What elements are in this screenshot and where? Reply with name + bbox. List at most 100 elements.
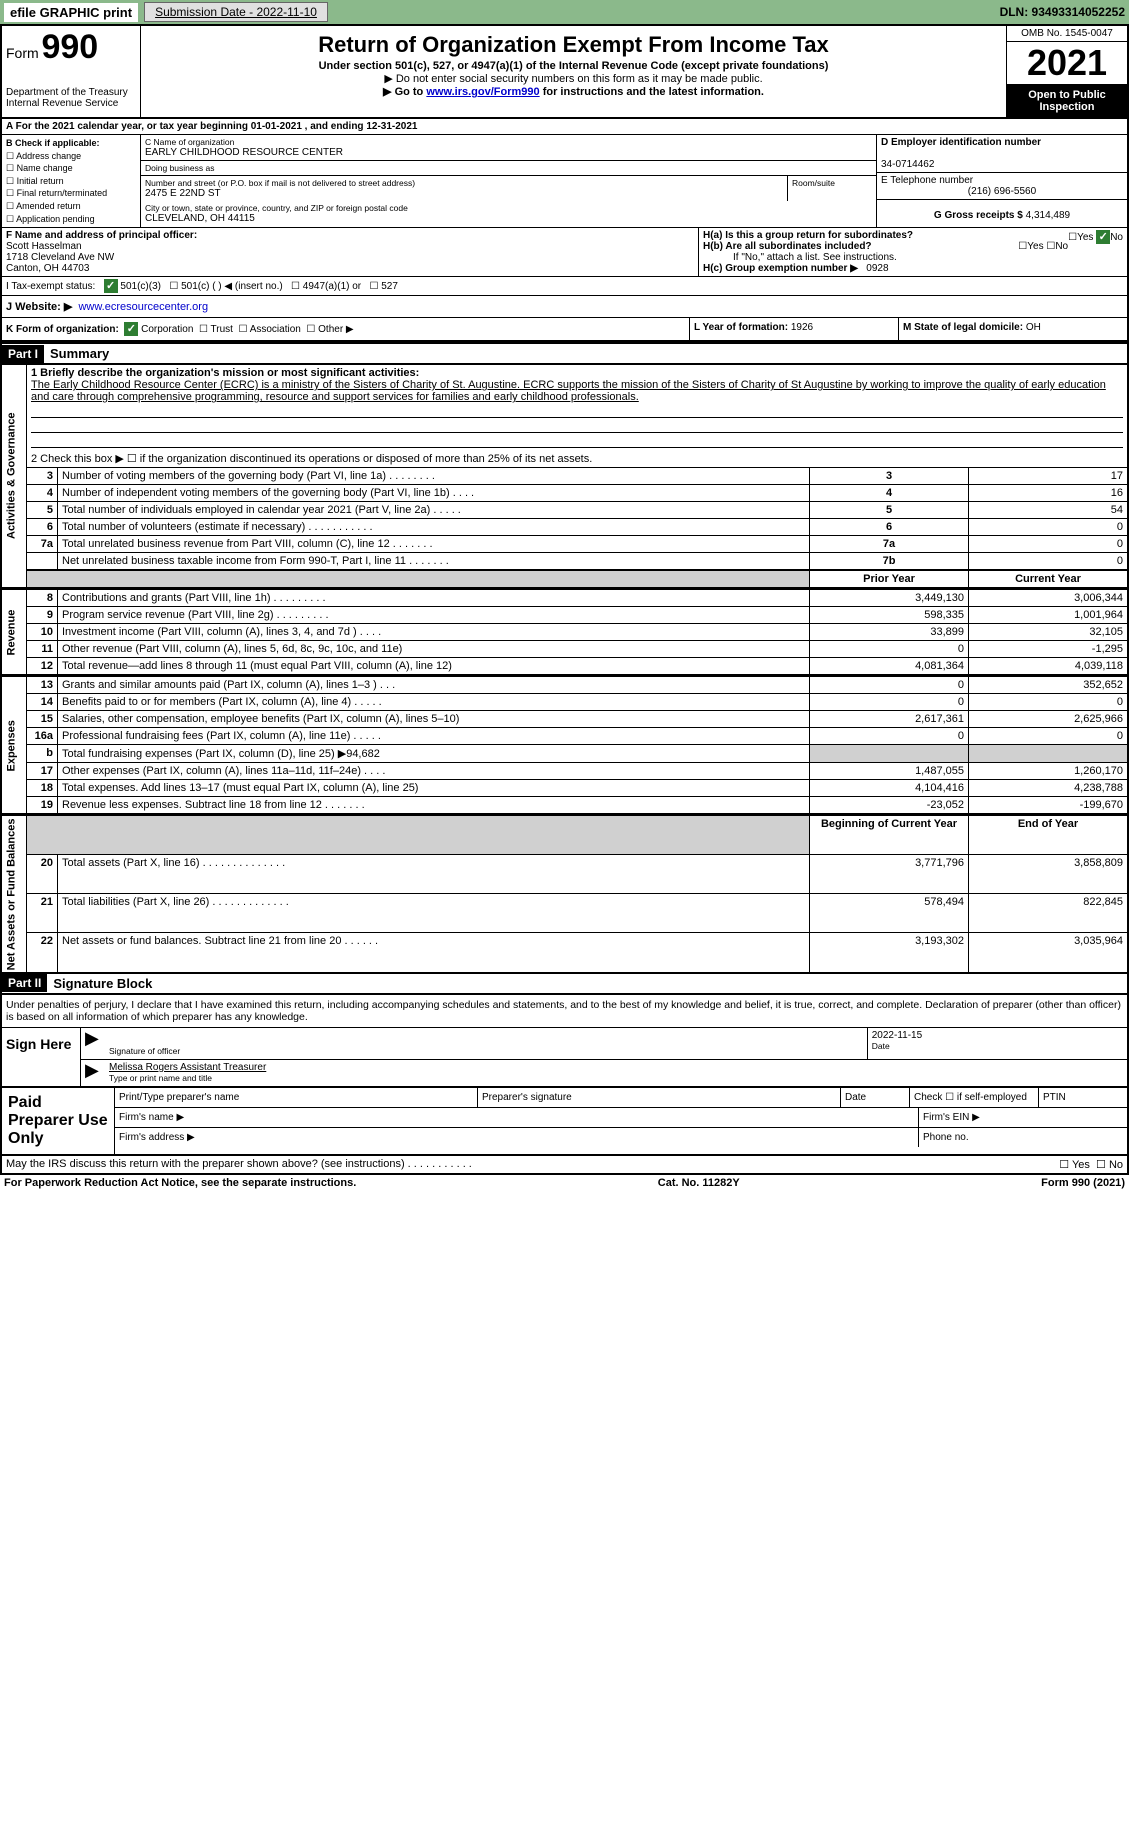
table-row: 19Revenue less expenses. Subtract line 1…	[1, 797, 1128, 815]
open-public-badge: Open to Public Inspection	[1007, 85, 1127, 117]
cb-amended-return[interactable]: ☐ Amended return	[6, 200, 136, 213]
expenses-table: Expenses 13Grants and similar amounts pa…	[0, 676, 1129, 815]
page-footer: For Paperwork Reduction Act Notice, see …	[0, 1175, 1129, 1191]
sidelabel-governance: Activities & Governance	[1, 364, 27, 588]
col-c-org-info: C Name of organization EARLY CHILDHOOD R…	[141, 135, 876, 227]
submission-date-button[interactable]: Submission Date - 2022-11-10	[144, 2, 328, 22]
cb-address-change[interactable]: ☐ Address change	[6, 150, 136, 163]
state-domicile: OH	[1026, 322, 1041, 333]
col-b-header: B Check if applicable:	[6, 138, 100, 148]
check-icon: ✓	[1096, 230, 1110, 244]
arrow-icon: ▶	[81, 1028, 105, 1059]
check-icon: ✓	[124, 322, 138, 336]
row-i-tax-status: I Tax-exempt status: ✓ 501(c)(3) ☐ 501(c…	[0, 276, 1129, 295]
gross-label: G Gross receipts $	[934, 210, 1023, 221]
table-row: 6Total number of volunteers (estimate if…	[1, 519, 1128, 536]
form-num-footer: Form 990 (2021)	[1041, 1177, 1125, 1189]
prep-name-label: Print/Type preparer's name	[115, 1088, 478, 1107]
goto-line: ▶ Go to www.irs.gov/Form990 for instruct…	[145, 85, 1002, 98]
row-f-h: F Name and address of principal officer:…	[0, 227, 1129, 276]
form-title: Return of Organization Exempt From Incom…	[145, 32, 1002, 58]
table-row: 11Other revenue (Part VIII, column (A), …	[1, 641, 1128, 658]
gross-value: 4,314,489	[1026, 210, 1071, 221]
q2-text: 2 Check this box ▶ ☐ if the organization…	[27, 450, 1129, 468]
cb-name-change[interactable]: ☐ Name change	[6, 162, 136, 175]
goto-suffix: for instructions and the latest informat…	[540, 86, 764, 98]
cat-no: Cat. No. 11282Y	[658, 1177, 740, 1189]
street-label: Number and street (or P.O. box if mail i…	[145, 178, 783, 188]
discuss-row: May the IRS discuss this return with the…	[0, 1156, 1129, 1175]
opt-other: Other ▶	[318, 324, 353, 335]
street-value: 2475 E 22ND ST	[145, 188, 783, 199]
irs-label: Internal Revenue Service	[6, 98, 136, 109]
dept-treasury: Department of the Treasury	[6, 87, 136, 98]
table-row: bTotal fundraising expenses (Part IX, co…	[1, 745, 1128, 763]
check-icon: ✓	[104, 279, 118, 293]
firm-name-label: Firm's name ▶	[115, 1108, 919, 1127]
penalty-text: Under penalties of perjury, I declare th…	[2, 995, 1127, 1027]
discuss-no[interactable]: No	[1109, 1159, 1123, 1171]
sidelabel-expenses: Expenses	[1, 677, 27, 815]
self-employed-check[interactable]: Check ☐ if self-employed	[910, 1088, 1039, 1107]
dba-label: Doing business as	[145, 163, 872, 173]
end-year-header: End of Year	[1018, 818, 1078, 830]
part2-header-row: Part II Signature Block	[0, 974, 1129, 993]
opt-4947: 4947(a)(1) or	[303, 281, 361, 292]
col-d-ein-phone: D Employer identification number 34-0714…	[876, 135, 1127, 227]
table-row: 10Investment income (Part VIII, column (…	[1, 624, 1128, 641]
revenue-table: Revenue 8Contributions and grants (Part …	[0, 589, 1129, 676]
paid-preparer-block: Paid Preparer Use Only Print/Type prepar…	[0, 1088, 1129, 1156]
typed-name: Melissa Rogers Assistant Treasurer	[109, 1062, 1123, 1073]
omb-number: OMB No. 1545-0047	[1007, 26, 1127, 42]
table-row: 16aProfessional fundraising fees (Part I…	[1, 728, 1128, 745]
irs-link[interactable]: www.irs.gov/Form990	[426, 86, 539, 98]
paperwork-notice: For Paperwork Reduction Act Notice, see …	[4, 1177, 356, 1189]
website-link[interactable]: www.ecresourcecenter.org	[78, 301, 208, 313]
ein-value: 34-0714462	[881, 159, 934, 170]
q1-label: 1 Briefly describe the organization's mi…	[31, 367, 419, 379]
prep-sig-label: Preparer's signature	[478, 1088, 841, 1107]
part2-title: Signature Block	[47, 974, 158, 993]
block-b-c-d: B Check if applicable: ☐ Address change …	[0, 135, 1129, 227]
officer-addr1: 1718 Cleveland Ave NW	[6, 252, 114, 263]
top-bar: efile GRAPHIC print Submission Date - 20…	[0, 0, 1129, 24]
officer-name: Scott Hasselman	[6, 241, 82, 252]
table-row: 3Number of voting members of the governi…	[1, 468, 1128, 485]
opt-527: 527	[381, 281, 398, 292]
opt-501c: 501(c) ( ) ◀ (insert no.)	[181, 281, 283, 292]
h-b-row: H(b) Are all subordinates included? ☐Yes…	[703, 241, 1123, 252]
table-row: 14Benefits paid to or for members (Part …	[1, 694, 1128, 711]
table-row: 9Program service revenue (Part VIII, lin…	[1, 607, 1128, 624]
officer-addr2: Canton, OH 44703	[6, 263, 89, 274]
table-row: 21Total liabilities (Part X, line 26) . …	[1, 894, 1128, 933]
ha-label: H(a) Is this a group return for subordin…	[703, 230, 913, 241]
goto-prefix: ▶ Go to	[383, 86, 426, 98]
typed-label: Type or print name and title	[109, 1073, 212, 1083]
current-year-header: Current Year	[1015, 573, 1081, 585]
cb-initial-return[interactable]: ☐ Initial return	[6, 175, 136, 188]
year-formation: 1926	[791, 322, 813, 333]
opt-501c3: 501(c)(3)	[120, 281, 161, 292]
signature-block: Under penalties of perjury, I declare th…	[0, 993, 1129, 1088]
city-label: City or town, state or province, country…	[145, 203, 872, 213]
prior-year-header: Prior Year	[863, 573, 915, 585]
efile-label: efile GRAPHIC print	[4, 3, 138, 22]
cb-application-pending[interactable]: ☐ Application pending	[6, 213, 136, 226]
discuss-yes[interactable]: Yes	[1072, 1159, 1090, 1171]
firm-phone-label: Phone no.	[919, 1128, 1127, 1147]
hb-label: H(b) Are all subordinates included?	[703, 241, 872, 252]
cb-final-return[interactable]: ☐ Final return/terminated	[6, 187, 136, 200]
row-a-tax-year: A For the 2021 calendar year, or tax yea…	[0, 119, 1129, 135]
phone-value: (216) 696-5560	[881, 186, 1123, 197]
name-label: C Name of organization	[145, 137, 872, 147]
city-value: CLEVELAND, OH 44115	[145, 213, 872, 224]
table-row: 12Total revenue—add lines 8 through 11 (…	[1, 658, 1128, 676]
row-l-label: L Year of formation:	[694, 322, 788, 333]
form-word: Form	[6, 45, 39, 61]
paid-preparer-label: Paid Preparer Use Only	[2, 1088, 115, 1154]
opt-association: Association	[250, 324, 301, 335]
part1-title: Summary	[44, 344, 115, 363]
sidelabel-net-assets: Net Assets or Fund Balances	[1, 816, 27, 973]
part1-header-row: Part I Summary	[0, 342, 1129, 363]
hc-label: H(c) Group exemption number ▶	[703, 263, 858, 274]
